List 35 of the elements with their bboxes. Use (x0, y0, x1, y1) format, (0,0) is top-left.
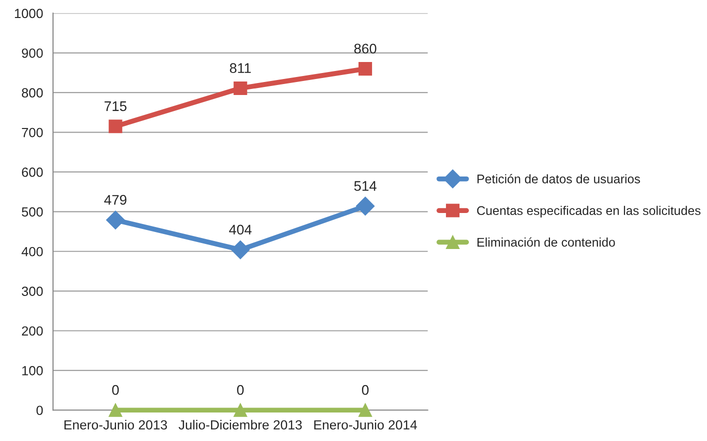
data-label: 514 (354, 181, 376, 191)
y-tick-label: 0 (36, 406, 43, 416)
data-label: 860 (354, 44, 376, 54)
data-label: 715 (104, 101, 126, 112)
data-label: 811 (230, 63, 251, 73)
y-tick-label: 100 (22, 366, 43, 376)
data-label: 0 (237, 385, 244, 395)
data-label: 0 (362, 385, 369, 395)
legend-label: Petición de datos de usuarios (478, 174, 640, 184)
y-tick-label: 200 (22, 326, 43, 336)
point (108, 403, 122, 417)
y-tick-label: 1000 (14, 8, 43, 18)
point (358, 62, 372, 76)
y-tick-label: 900 (22, 48, 43, 58)
y-tick-label: 600 (22, 168, 43, 177)
y-tick-label: 500 (22, 207, 43, 217)
x-tick-label: Enero-Junio 2014 (314, 420, 417, 430)
x-tick-label: Enero-Junio 2013 (64, 420, 167, 430)
point (234, 81, 248, 96)
point (234, 403, 248, 417)
y-tick-label: 300 (22, 286, 43, 296)
point (108, 120, 122, 134)
legend-label: Eliminación de contenido (478, 237, 615, 247)
y-tick-label: 400 (22, 246, 43, 256)
data-label: 404 (229, 224, 252, 235)
point (356, 196, 375, 216)
x-tick-label: Julio-Diciembre 2013 (178, 420, 302, 430)
y-tick-label: 700 (22, 128, 43, 138)
point (358, 403, 372, 417)
data-label: 479 (104, 194, 126, 205)
legend-label: Cuentas especificadas en las solicitudes (477, 206, 700, 218)
y-tick-label: 800 (22, 88, 43, 98)
point (106, 210, 125, 230)
point (231, 240, 250, 260)
data-label: 0 (112, 385, 119, 395)
